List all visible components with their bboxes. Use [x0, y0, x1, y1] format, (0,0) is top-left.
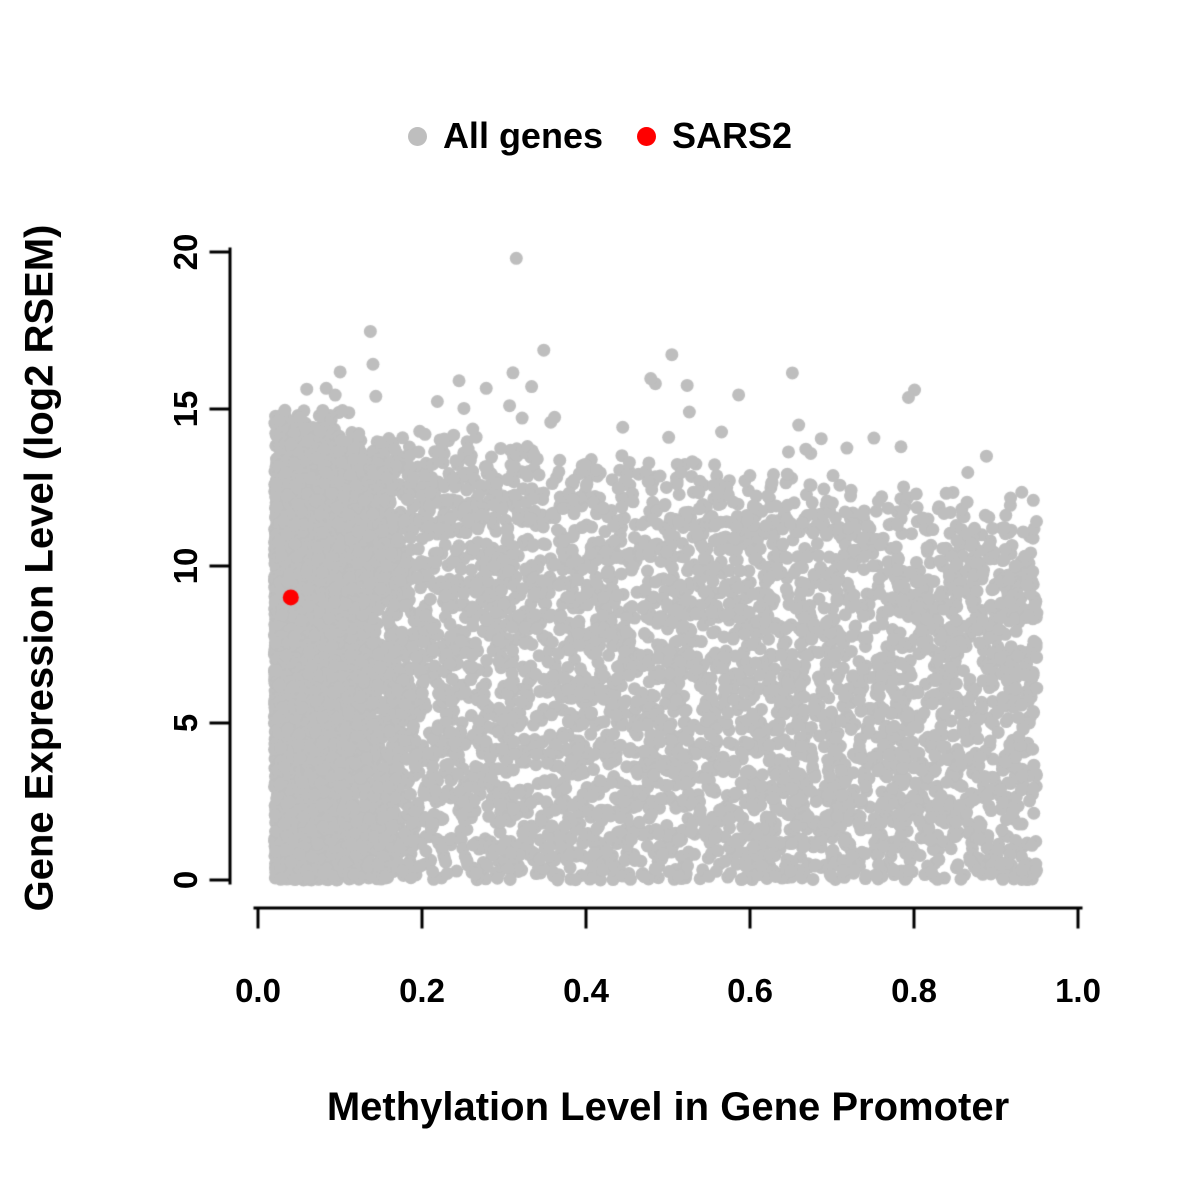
- x-axis-title: Methylation Level in Gene Promoter: [326, 1085, 1010, 1129]
- x-tick-label: 1.0: [1055, 972, 1101, 1009]
- x-tick-label: 0.8: [891, 972, 937, 1009]
- legend-label-sars2: SARS2: [672, 115, 793, 156]
- y-tick-label: 15: [167, 390, 204, 428]
- legend-item-sars2: SARS2: [637, 118, 792, 154]
- x-tick-label: 0.2: [399, 972, 445, 1009]
- x-tick-label: 0.0: [235, 972, 281, 1009]
- x-tick-label: 0.6: [727, 972, 773, 1009]
- sars2-marker-icon: [637, 126, 656, 146]
- y-tick-label: 20: [167, 233, 204, 271]
- legend-label-all-genes: All genes: [442, 115, 603, 156]
- y-tick-label: 10: [167, 547, 204, 585]
- legend: All genes SARS2: [0, 118, 1200, 154]
- y-axis-title: Gene Expression Level (log2 RSEM): [17, 224, 62, 912]
- legend-item-all-genes: All genes: [407, 115, 603, 156]
- y-tick-label: 0: [167, 870, 204, 890]
- all-genes-marker-icon: [407, 126, 427, 146]
- y-tick-label: 5: [167, 713, 204, 733]
- x-tick-label: 0.4: [563, 972, 609, 1009]
